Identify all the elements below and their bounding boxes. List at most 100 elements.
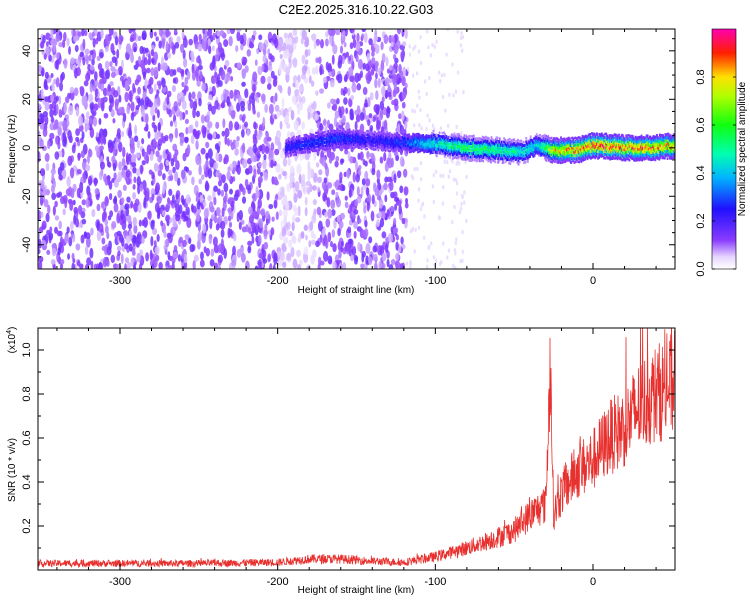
heatmap-cell: [285, 229, 291, 237]
heatmap-ridge-cell: [408, 133, 411, 137]
heatmap-cell: [393, 173, 397, 184]
heatmap-ridge-cell: [394, 139, 396, 143]
heatmap-cell: [298, 84, 304, 93]
heatmap-cell: [442, 173, 445, 179]
heatmap-cell: [38, 238, 41, 245]
heatmap-cell: [196, 201, 201, 210]
heatmap-cell: [416, 166, 419, 172]
heatmap-cell: [390, 41, 394, 48]
heatmap-cell: [255, 186, 259, 195]
heatmap-cell: [282, 157, 288, 167]
heatmap-ridge-cell: [353, 146, 356, 150]
heatmap-cell: [224, 59, 230, 67]
heatmap-cell: [200, 203, 204, 210]
heatmap-ridge-cell: [331, 146, 333, 149]
heatmap-cell: [269, 149, 274, 159]
heatmap-ridge-cell: [471, 158, 474, 162]
heatmap-cell: [107, 215, 112, 221]
heatmap-ridge-cell: [458, 133, 460, 136]
heatmap-cell: [71, 144, 76, 154]
heatmap-cell: [426, 29, 429, 34]
heatmap-cell: [416, 103, 419, 108]
heatmap-cell: [45, 188, 51, 196]
heatmap-ridge-cell: [303, 133, 306, 137]
heatmap-ridge-cell: [493, 141, 496, 145]
heatmap-ridge-cell: [469, 135, 471, 138]
heatmap-cell: [51, 243, 57, 249]
heatmap-cell: [197, 64, 203, 71]
heatmap-cell: [87, 175, 93, 186]
heatmap-ridge-cell: [456, 138, 459, 141]
heatmap-cell: [360, 186, 364, 197]
heatmap-cell: [213, 215, 218, 224]
heatmap-ridge-cell: [289, 147, 292, 151]
heatmap-cell: [260, 208, 266, 217]
heatmap-cell: [239, 34, 244, 45]
heatmap-cell: [341, 240, 344, 248]
heatmap-ridge-cell: [385, 147, 388, 151]
heatmap-cell: [87, 191, 92, 201]
heatmap-ridge-cell: [328, 132, 331, 135]
heatmap-ridge-cell: [470, 159, 473, 163]
heatmap-cell: [376, 195, 382, 201]
heatmap-cell: [154, 131, 160, 141]
heatmap-ridge-cell: [465, 142, 468, 146]
heatmap-cell: [284, 237, 288, 245]
heatmap-ridge-cell: [492, 139, 495, 142]
heatmap-cell: [131, 153, 137, 164]
heatmap-cell: [420, 202, 424, 207]
heatmap-cell: [157, 155, 162, 163]
heatmap-cell: [54, 215, 60, 221]
heatmap-cell: [446, 123, 450, 128]
heatmap-cell: [454, 265, 457, 269]
heatmap-cell: [441, 201, 445, 206]
heatmap-ridge-cell: [464, 139, 466, 143]
heatmap-cell: [93, 177, 98, 187]
heatmap-ridge-cell: [428, 145, 431, 148]
heatmap-ridge-cell: [372, 132, 375, 136]
heatmap-cell: [39, 138, 44, 149]
heatmap-cell: [198, 58, 202, 67]
heatmap-cell: [57, 246, 61, 256]
heatmap-cell: [143, 216, 148, 228]
heatmap-cell: [40, 40, 45, 49]
heatmap-cell: [245, 260, 250, 269]
heatmap-cell: [262, 54, 267, 64]
heatmap-ridge-cell: [413, 148, 416, 152]
heatmap-cell: [110, 66, 116, 72]
heatmap-ridge-cell: [372, 135, 375, 139]
heatmap-ridge-cell: [353, 139, 356, 143]
heatmap-ridge-cell: [445, 135, 448, 139]
heatmap-ridge-cell: [395, 133, 397, 137]
heatmap-ridge-cell: [371, 134, 374, 137]
heatmap-cell: [200, 251, 204, 261]
heatmap-cell: [293, 192, 298, 204]
heatmap-cell: [128, 90, 133, 102]
heatmap-cell: [104, 60, 110, 70]
heatmap-cell: [67, 253, 71, 260]
heatmap-cell: [417, 225, 421, 230]
heatmap-ridge-cell: [370, 132, 373, 136]
heatmap-cell: [262, 158, 267, 170]
heatmap-cell: [328, 71, 333, 77]
heatmap-cell: [155, 36, 159, 42]
heatmap-cell: [331, 189, 336, 196]
heatmap-ridge-cell: [456, 134, 459, 138]
heatmap-cell: [381, 252, 387, 262]
heatmap-cell: [230, 29, 234, 35]
heatmap-ridge-cell: [290, 149, 293, 153]
heatmap-cell: [45, 162, 50, 172]
heatmap-cell: [150, 105, 155, 117]
heatmap-cell: [460, 201, 463, 207]
heatmap-cell: [85, 164, 91, 172]
heatmap-cell: [209, 218, 213, 230]
heatmap-ridge-cell: [374, 137, 377, 141]
heatmap-ridge-cell: [345, 132, 348, 136]
heatmap-cell: [156, 89, 160, 95]
heatmap-ridge-cell: [465, 149, 468, 152]
heatmap-cell: [336, 97, 340, 105]
heatmap-ridge-cell: [485, 145, 487, 149]
heatmap-cell: [245, 224, 249, 233]
heatmap-cell: [239, 184, 244, 192]
heatmap-ridge-cell: [398, 133, 401, 137]
